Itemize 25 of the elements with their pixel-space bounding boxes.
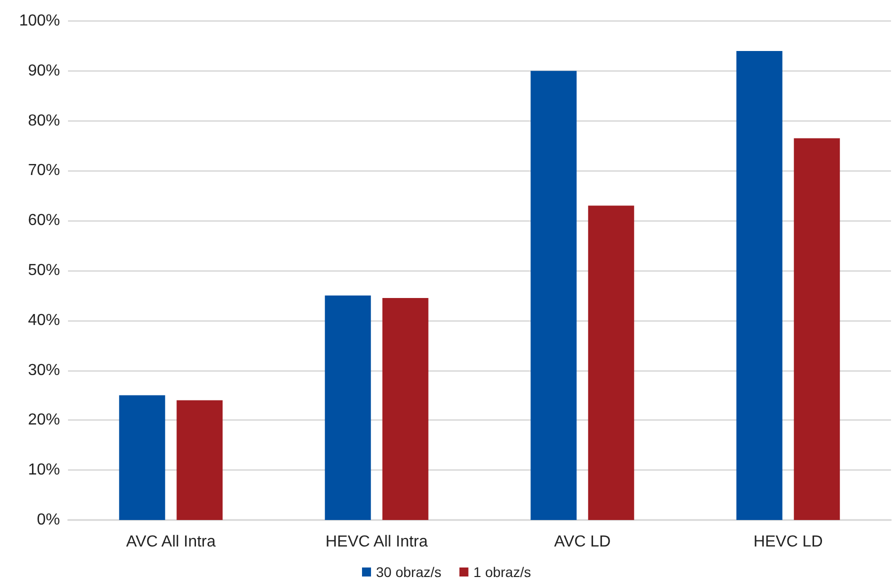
y-tick-label: 40% [28,312,60,329]
legend-label: 1 obraz/s [473,564,531,580]
bar [794,138,840,520]
y-tick-label: 70% [28,162,60,180]
y-tick-label: 100% [19,12,60,30]
y-tick-label: 0% [36,512,60,528]
y-tick-label: 60% [28,212,60,230]
bar [588,206,634,520]
bar [119,395,166,520]
y-tick-label: 10% [28,462,60,479]
bar [530,70,577,520]
y-tick-label: 20% [28,412,60,429]
y-tick-label: 80% [28,112,60,130]
y-tick-label: 90% [28,62,60,80]
bar [324,295,371,520]
x-tick-label: HEVC All Intra [325,534,428,550]
bar [382,298,428,520]
x-tick-label: AVC All Intra [126,534,216,550]
y-tick-label: 30% [28,362,60,379]
bar [176,400,223,520]
x-tick-label: HEVC LD [753,534,823,550]
x-tick-label: AVC LD [554,534,611,550]
legend-label: 30 obraz/s [376,564,442,580]
bar [736,50,782,520]
y-tick-label: 50% [28,262,60,279]
